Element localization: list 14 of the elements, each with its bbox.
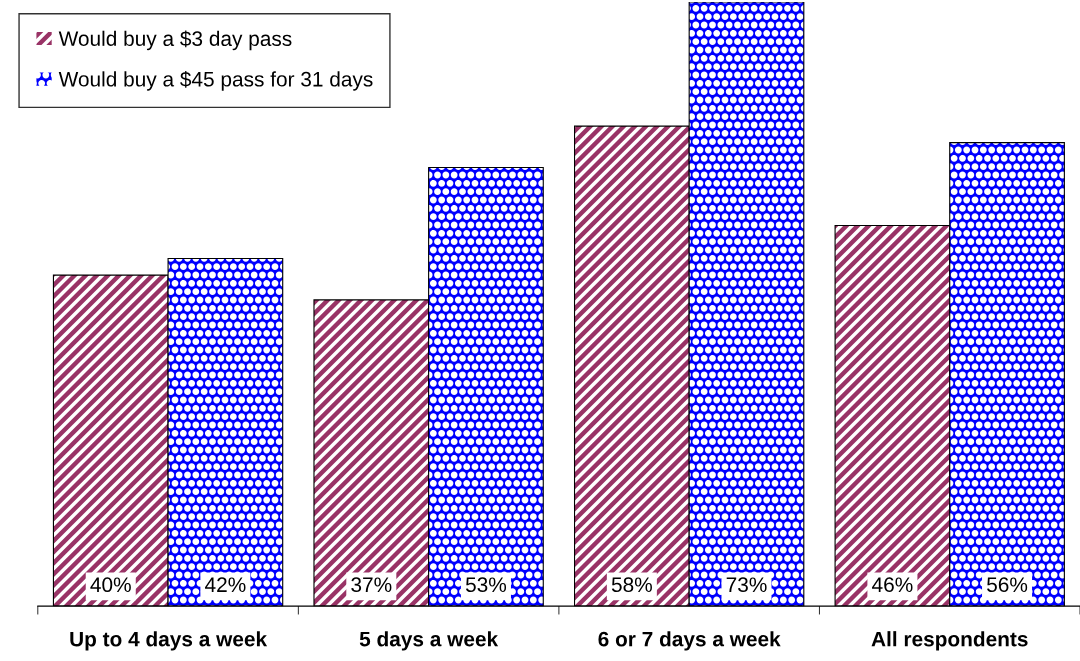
legend-label: Would buy a $3 day pass [58,30,292,51]
data-label: 58% [611,577,652,593]
data-label: 42% [205,577,246,593]
data-label: 40% [90,577,131,593]
x-tick-label: 6 or 7 days a week [598,631,781,651]
data-label: 53% [465,577,507,593]
data-label: 56% [987,577,1028,593]
legend-label: Would buy a $45 pass for 31 days [58,70,373,91]
data-label: 46% [872,577,913,593]
data-label: 37% [351,577,392,593]
x-tick-label: All respondents [871,631,1028,651]
x-tick-label: Up to 4 days a week [70,631,268,651]
data-label: 73% [726,577,767,593]
x-tick-label: 5 days a week [359,631,499,651]
